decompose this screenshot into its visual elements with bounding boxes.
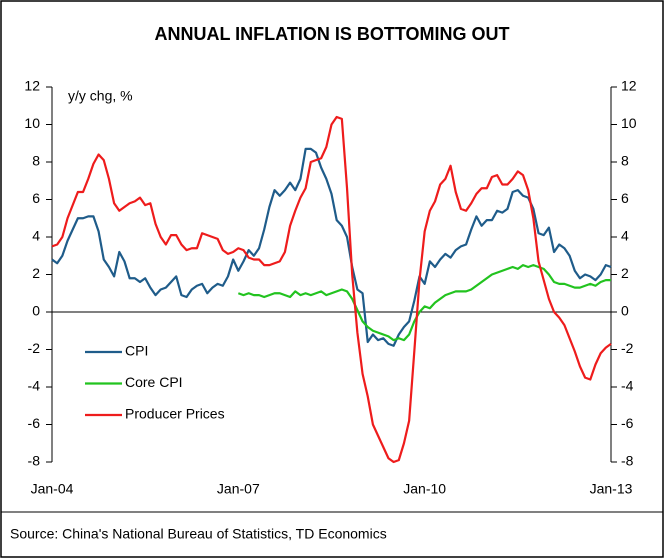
y-tick-label: -6 [28, 415, 41, 431]
y2-tick-label: -6 [621, 415, 634, 431]
y-tick-label: -8 [28, 453, 41, 469]
y2-tick-label: 4 [621, 228, 629, 244]
y-tick-label: 2 [32, 265, 40, 281]
y2-tick-label: 0 [621, 303, 629, 319]
legend-label: Core CPI [125, 374, 183, 390]
y2-tick-label: -4 [621, 378, 634, 394]
series-line [237, 264, 611, 342]
y-tick-label: 12 [24, 78, 40, 94]
y-tick-label: -2 [28, 340, 41, 356]
series-line [51, 147, 612, 347]
y2-tick-label: 8 [621, 153, 629, 169]
y2-tick-label: 10 [621, 115, 637, 131]
y-tick-label: -4 [28, 378, 41, 394]
y-tick-label: 8 [32, 153, 40, 169]
legend-label: Producer Prices [125, 406, 225, 422]
x-tick-label: Jan-04 [31, 481, 74, 497]
chart-title: ANNUAL INFLATION IS BOTTOMING OUT [155, 24, 510, 44]
series-line [51, 115, 612, 464]
y-tick-label: 0 [32, 303, 40, 319]
x-tick-label: Jan-13 [590, 481, 633, 497]
y2-tick-label: -2 [621, 340, 634, 356]
y2-tick-label: 6 [621, 190, 629, 206]
y-tick-label: 6 [32, 190, 40, 206]
y2-tick-label: 12 [621, 78, 637, 94]
y2-tick-label: 2 [621, 265, 629, 281]
y-tick-label: 4 [32, 228, 40, 244]
x-tick-label: Jan-10 [403, 481, 446, 497]
y2-tick-label: -8 [621, 453, 634, 469]
x-tick-label: Jan-07 [217, 481, 260, 497]
legend-label: CPI [125, 343, 148, 359]
y-tick-label: 10 [24, 115, 40, 131]
source: Source: China's National Bureau of Stati… [10, 526, 387, 542]
y-axis-label: y/y chg, % [68, 88, 133, 104]
